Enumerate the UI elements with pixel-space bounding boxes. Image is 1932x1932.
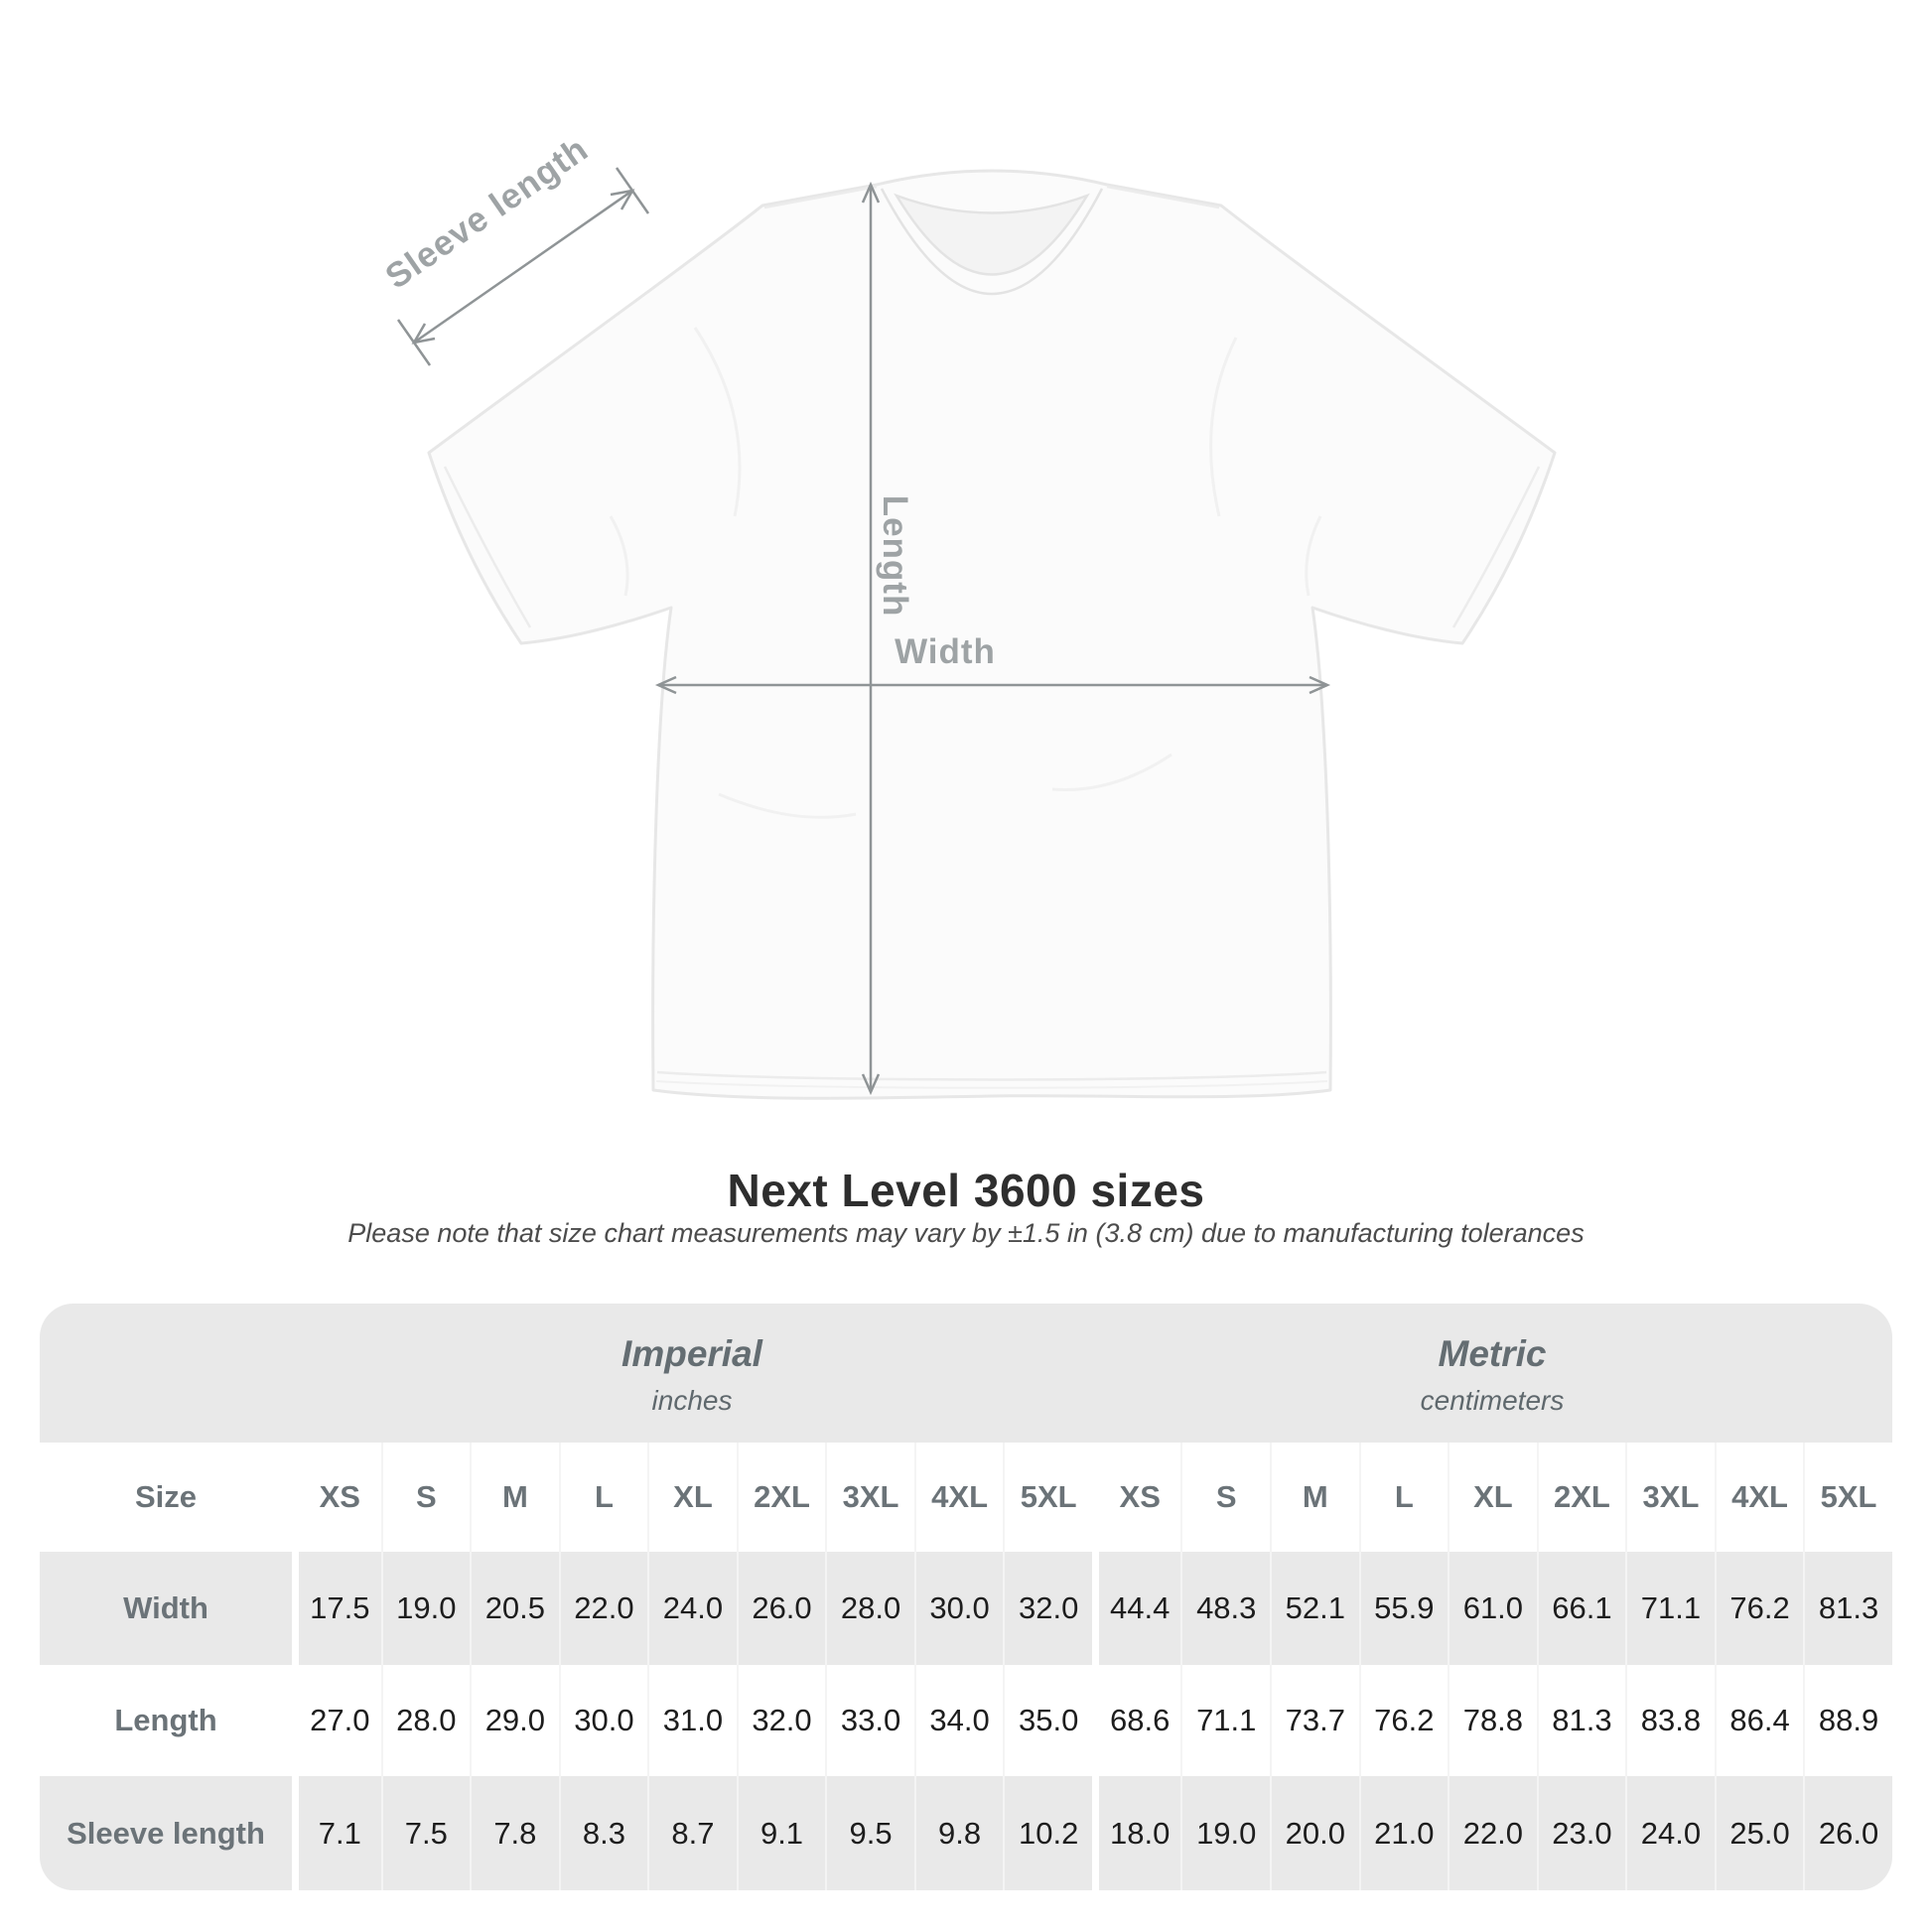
metric-unit: centimeters (1420, 1385, 1565, 1416)
size-column-header: 4XL (913, 1443, 1004, 1552)
size-value-cell: 76.2 (1714, 1552, 1804, 1665)
size-value-cell: 24.0 (1625, 1776, 1715, 1890)
size-column-header: 5XL (1003, 1443, 1092, 1552)
page-title: Next Level 3600 sizes (727, 1165, 1205, 1216)
size-value-cell: 31.0 (647, 1665, 737, 1776)
size-value-cell: 22.0 (1448, 1776, 1537, 1890)
units-header-band: Imperial inches Metric centimeters (40, 1304, 1892, 1443)
size-value-cell: 10.2 (1003, 1776, 1092, 1890)
size-value-cell: 81.3 (1803, 1552, 1892, 1665)
size-value-cell: 88.9 (1803, 1665, 1892, 1776)
size-column-header: S (1180, 1443, 1271, 1552)
size-column-header: M (470, 1443, 559, 1552)
size-value-cell: 71.1 (1625, 1552, 1715, 1665)
imperial-title: Imperial (621, 1333, 762, 1374)
metric-header: Metric centimeters (1092, 1304, 1892, 1443)
size-value-cell: 61.0 (1448, 1552, 1537, 1665)
size-value-cell: 32.0 (1003, 1552, 1092, 1665)
size-value-cell: 20.0 (1270, 1776, 1359, 1890)
size-column-header: 3XL (1625, 1443, 1715, 1552)
size-value-cell: 44.4 (1091, 1552, 1181, 1665)
sleeve-length-arrow (396, 167, 650, 366)
size-value-cell: 28.0 (825, 1552, 914, 1665)
measurement-arrows (396, 167, 1331, 1096)
length-arrow (861, 181, 881, 1096)
size-value-cell: 29.0 (470, 1665, 559, 1776)
size-value-cell: 20.5 (470, 1552, 559, 1665)
size-grid: Size XS S M L XL 2XL 3XL 4XL 5XL XS S M L XL 2XL 3XL 4XL 5… (40, 1443, 1892, 1890)
size-column-header: L (1358, 1443, 1449, 1552)
size-column-header: 5XL (1803, 1443, 1892, 1552)
size-value-cell: 55.9 (1358, 1552, 1449, 1665)
size-column-header: 2XL (736, 1443, 826, 1552)
size-value-cell: 30.0 (913, 1552, 1004, 1665)
size-value-cell: 30.0 (558, 1665, 648, 1776)
row-label: Width (40, 1552, 292, 1665)
size-value-cell: 68.6 (1091, 1665, 1181, 1776)
size-value-cell: 81.3 (1536, 1665, 1626, 1776)
imperial-header: Imperial inches (292, 1304, 1092, 1443)
size-value-cell: 7.5 (380, 1776, 471, 1890)
size-value-cell: 24.0 (647, 1552, 737, 1665)
size-value-cell: 18.0 (1091, 1776, 1181, 1890)
size-value-cell: 71.1 (1180, 1665, 1271, 1776)
size-value-cell: 83.8 (1625, 1665, 1715, 1776)
size-column-header: L (558, 1443, 648, 1552)
metric-title: Metric (1438, 1333, 1547, 1374)
size-value-cell: 19.0 (380, 1552, 471, 1665)
tshirt-illustration (427, 169, 1557, 1100)
size-value-cell: 9.5 (825, 1776, 914, 1890)
size-column-header: 4XL (1714, 1443, 1804, 1552)
size-value-cell: 86.4 (1714, 1665, 1804, 1776)
size-value-cell: 32.0 (736, 1665, 826, 1776)
size-column-label: Size (40, 1443, 292, 1552)
size-value-cell: 19.0 (1180, 1776, 1271, 1890)
size-value-cell: 8.7 (647, 1776, 737, 1890)
size-value-cell: 9.8 (913, 1776, 1004, 1890)
size-column-header: XS (1091, 1443, 1181, 1552)
size-column-header: M (1270, 1443, 1359, 1552)
size-value-cell: 35.0 (1003, 1665, 1092, 1776)
size-value-cell: 7.8 (470, 1776, 559, 1890)
size-column-header: 3XL (825, 1443, 914, 1552)
size-value-cell: 73.7 (1270, 1665, 1359, 1776)
size-table: Imperial inches Metric centimeters Size X… (40, 1304, 1892, 1890)
size-value-cell: 21.0 (1358, 1776, 1449, 1890)
size-column-header: S (380, 1443, 471, 1552)
size-value-cell: 7.1 (292, 1776, 381, 1890)
size-value-cell: 27.0 (292, 1665, 381, 1776)
size-column-header: XS (292, 1443, 381, 1552)
length-label: Length (876, 495, 914, 618)
size-value-cell: 25.0 (1714, 1776, 1804, 1890)
width-label: Width (895, 632, 996, 671)
size-value-cell: 8.3 (558, 1776, 648, 1890)
size-column-header: 2XL (1536, 1443, 1626, 1552)
size-value-cell: 78.8 (1448, 1665, 1537, 1776)
size-value-cell: 22.0 (558, 1552, 648, 1665)
size-column-header: XL (1448, 1443, 1537, 1552)
tshirt-measurement-diagram: Sleeve length Length Width (378, 129, 1557, 1100)
size-value-cell: 26.0 (1803, 1776, 1892, 1890)
sleeve-length-label: Sleeve length (378, 129, 595, 296)
size-value-cell: 66.1 (1536, 1552, 1626, 1665)
width-arrow (654, 675, 1331, 695)
size-value-cell: 52.1 (1270, 1552, 1359, 1665)
imperial-unit: inches (651, 1385, 733, 1416)
size-value-cell: 76.2 (1358, 1665, 1449, 1776)
row-label: Sleeve length (40, 1776, 292, 1890)
size-value-cell: 26.0 (736, 1552, 826, 1665)
units-band-spacer (40, 1304, 292, 1443)
size-value-cell: 23.0 (1536, 1776, 1626, 1890)
size-value-cell: 33.0 (825, 1665, 914, 1776)
size-value-cell: 9.1 (736, 1776, 826, 1890)
tolerance-note: Please note that size chart measurements… (347, 1218, 1585, 1248)
size-value-cell: 28.0 (380, 1665, 471, 1776)
size-value-cell: 17.5 (292, 1552, 381, 1665)
row-label: Length (40, 1665, 292, 1776)
size-value-cell: 48.3 (1180, 1552, 1271, 1665)
size-value-cell: 34.0 (913, 1665, 1004, 1776)
size-column-header: XL (647, 1443, 737, 1552)
